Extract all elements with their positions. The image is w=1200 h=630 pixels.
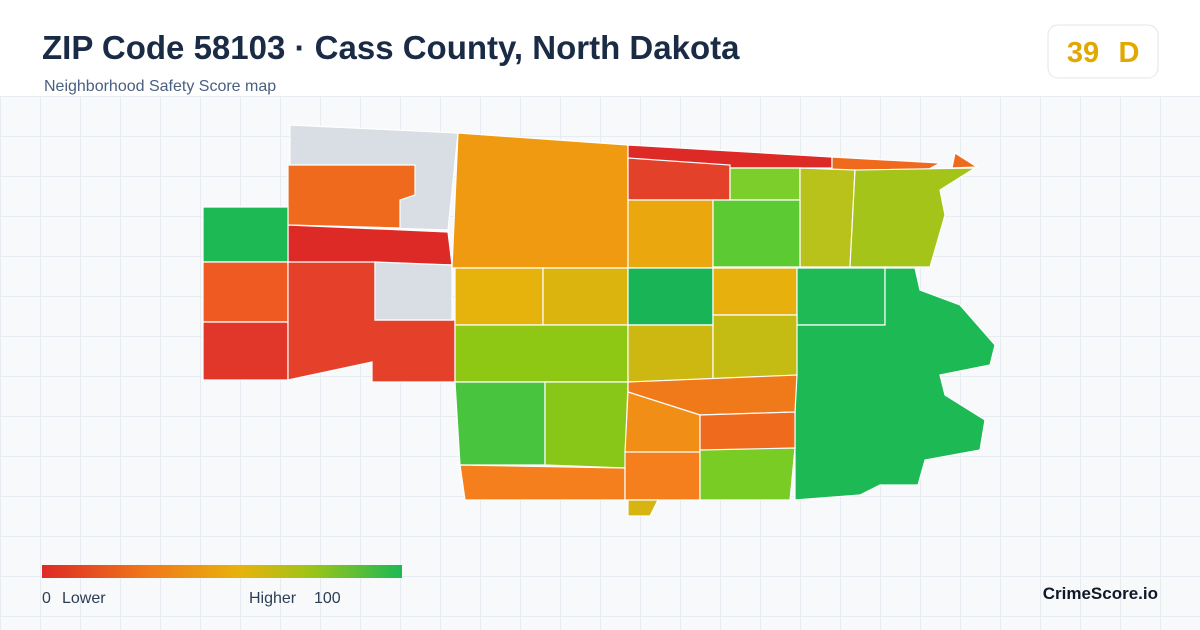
region (454, 324, 629, 383)
region (951, 152, 979, 169)
map (202, 124, 996, 517)
region (627, 199, 714, 269)
region (202, 206, 289, 263)
region (627, 267, 714, 326)
region (699, 447, 796, 501)
region (287, 164, 416, 229)
region (796, 267, 886, 326)
region (542, 267, 629, 326)
score-value: 39 (1067, 37, 1099, 69)
legend-bar (42, 565, 402, 578)
region (624, 451, 701, 501)
header-bg (0, 0, 1200, 96)
region (849, 167, 978, 268)
legend-min-label: Lower (62, 590, 106, 607)
region (454, 267, 544, 326)
region (627, 499, 659, 517)
region (712, 314, 798, 383)
title: ZIP Code 58103 · Cass County, North Dako… (42, 29, 740, 66)
region (454, 381, 546, 466)
brand: CrimeScore.io (1043, 584, 1158, 603)
region (712, 199, 801, 268)
region (729, 167, 801, 201)
score-badge (1047, 24, 1159, 79)
region (712, 267, 798, 316)
region (287, 224, 453, 266)
subtitle: Neighborhood Safety Score map (44, 78, 276, 95)
region (202, 261, 289, 323)
region (544, 381, 629, 469)
legend-max-label: Higher (249, 590, 297, 607)
score-grade: D (1119, 37, 1140, 69)
legend-max: 100 (314, 590, 341, 607)
region (374, 261, 453, 321)
region (627, 324, 714, 383)
region (459, 464, 626, 501)
region (451, 132, 629, 269)
region (627, 157, 731, 201)
region (799, 167, 856, 268)
region (202, 321, 289, 381)
legend-min: 0 (42, 590, 51, 607)
